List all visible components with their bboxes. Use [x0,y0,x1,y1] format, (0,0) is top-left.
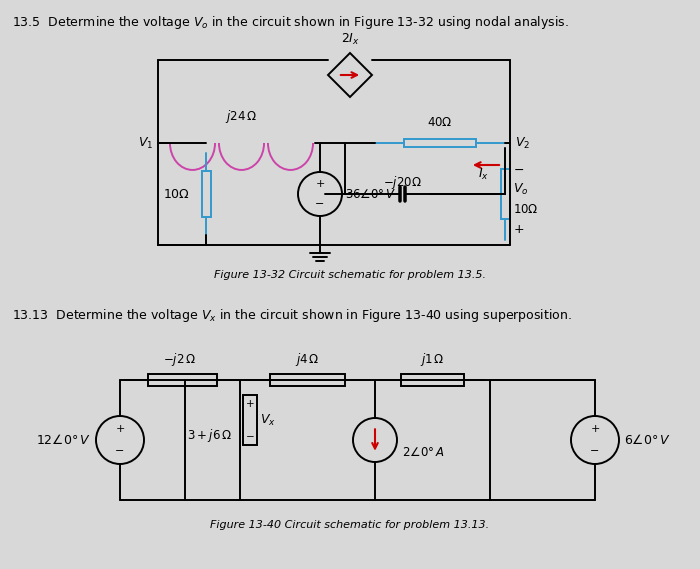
Text: $V_2$: $V_2$ [515,135,530,151]
Text: +: + [315,179,325,189]
Text: $40\Omega$: $40\Omega$ [427,116,453,129]
Bar [148,374,217,386]
Text: −: − [116,446,125,456]
Text: Figure 13-40 Circuit schematic for problem 13.13.: Figure 13-40 Circuit schematic for probl… [211,520,489,530]
Text: −: − [315,199,325,209]
Text: $V_1$: $V_1$ [138,135,153,151]
Text: $V_x$: $V_x$ [260,413,276,427]
Text: $12\angle0°\,V$: $12\angle0°\,V$ [36,433,91,447]
Text: $j1\,\Omega$: $j1\,\Omega$ [420,351,444,368]
Text: $V_o$: $V_o$ [513,182,528,196]
Text: $+$: $+$ [513,222,524,236]
Text: $-j20\Omega$: $-j20\Omega$ [383,174,422,191]
Text: $2I_x$: $2I_x$ [341,32,359,47]
Text: $36\angle0°\,V$: $36\angle0°\,V$ [345,188,396,200]
Text: $10\Omega$: $10\Omega$ [163,188,190,200]
Text: $j4\,\Omega$: $j4\,\Omega$ [295,351,320,368]
Text: 13.13  Determine the voltage $V_x$ in the circuit shown in Figure 13-40 using su: 13.13 Determine the voltage $V_x$ in the… [12,307,572,324]
Text: +: + [116,424,125,434]
Text: +: + [246,399,254,409]
Text: −: − [246,432,254,442]
Text: $2\angle0°\,A$: $2\angle0°\,A$ [402,446,444,459]
Bar [401,374,464,386]
Bar [202,171,211,217]
Text: $3+j6\,\Omega$: $3+j6\,\Omega$ [187,427,232,443]
Text: 13.5  Determine the voltage $V_o$ in the circuit shown in Figure 13-32 using nod: 13.5 Determine the voltage $V_o$ in the … [12,14,568,31]
Bar [270,374,345,386]
Text: $I_x$: $I_x$ [478,167,489,182]
Text: $6\angle0°\,V$: $6\angle0°\,V$ [624,433,671,447]
Text: $j24\,\Omega$: $j24\,\Omega$ [225,108,258,125]
Text: $-$: $-$ [513,163,524,175]
Bar [405,139,476,147]
Text: $-j2\,\Omega$: $-j2\,\Omega$ [163,351,197,368]
Bar [500,168,510,219]
Text: +: + [590,424,600,434]
Text: −: − [590,446,600,456]
Bar [243,395,257,445]
Text: $10\Omega$: $10\Omega$ [513,203,538,216]
Text: Figure 13-32 Circuit schematic for problem 13.5.: Figure 13-32 Circuit schematic for probl… [214,270,486,280]
